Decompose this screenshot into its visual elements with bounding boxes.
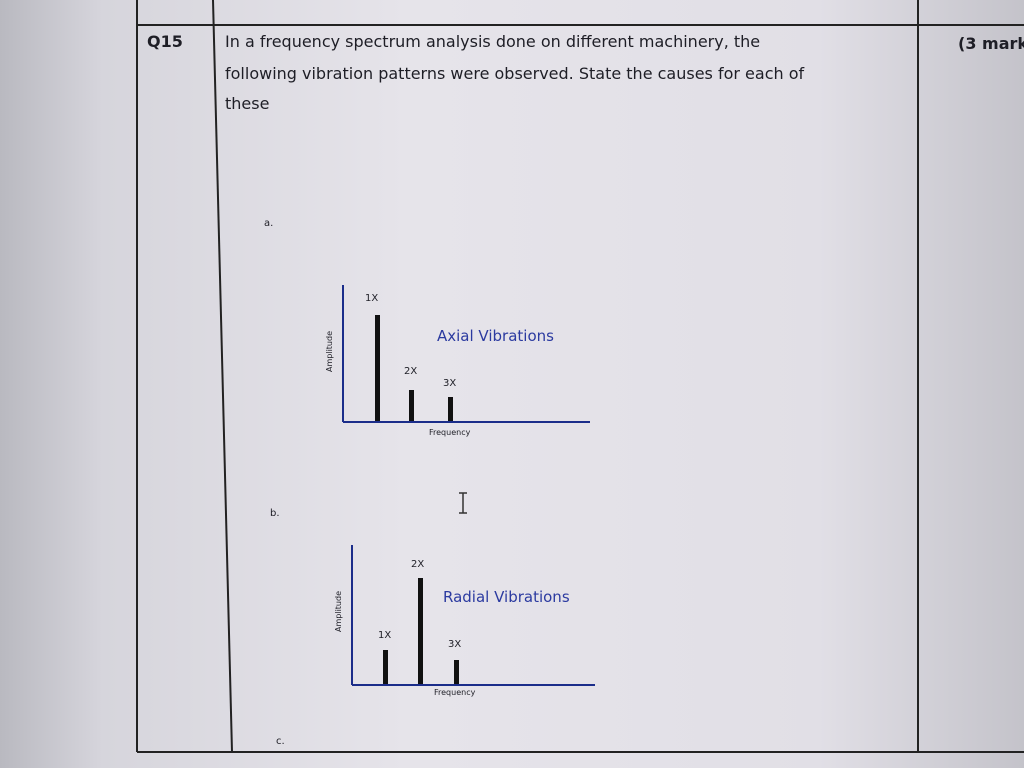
peak-bar	[454, 660, 459, 684]
x-axis-label: Frequency	[429, 428, 471, 437]
peak-label: 2X	[404, 366, 418, 377]
peak-label: 1X	[378, 630, 392, 641]
peak-label: 3X	[443, 378, 457, 389]
x-axis-label: Frequency	[434, 688, 476, 697]
part-label: a.	[264, 218, 274, 229]
text-cursor	[459, 492, 467, 514]
peak-label: 1X	[365, 293, 379, 304]
chart-b	[351, 545, 595, 686]
column-divider	[212, 0, 233, 753]
part-label: b.	[270, 508, 280, 519]
marks: (3 mark	[958, 34, 1024, 53]
question-text: In a frequency spectrum analysis done on…	[225, 32, 761, 51]
y-axis-label: Amplitude	[325, 331, 334, 372]
peak-bar	[375, 315, 380, 421]
y-axis-label: Amplitude	[334, 591, 343, 632]
peak-bar	[409, 390, 414, 421]
peak-label: 2X	[411, 559, 425, 570]
question-text: these	[225, 94, 270, 113]
peak-bar	[448, 397, 453, 421]
chart-a	[342, 285, 590, 423]
question-number: Q15	[147, 32, 183, 51]
peak-bar	[418, 578, 423, 684]
peak-bar	[383, 650, 388, 684]
question-text: following vibration patterns were observ…	[225, 64, 805, 83]
peak-label: 3X	[448, 639, 462, 650]
chart-title: Axial Vibrations	[437, 327, 554, 345]
chart-title: Radial Vibrations	[443, 588, 570, 606]
part-label: c.	[276, 736, 285, 747]
